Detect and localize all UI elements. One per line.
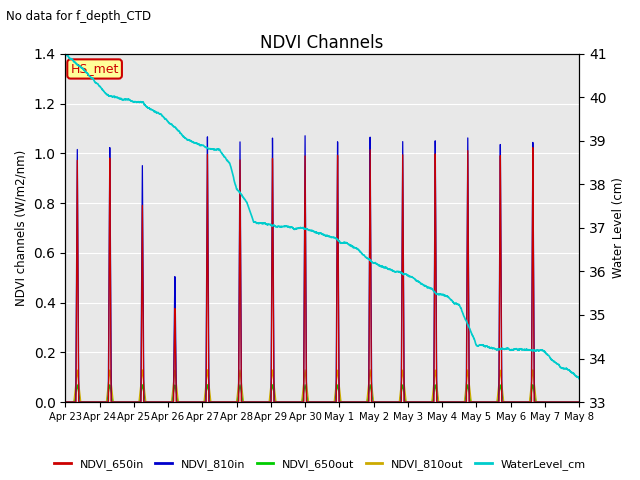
Y-axis label: NDVI channels (W/m2/nm): NDVI channels (W/m2/nm): [15, 150, 28, 306]
Text: No data for f_depth_CTD: No data for f_depth_CTD: [6, 10, 152, 23]
Title: NDVI Channels: NDVI Channels: [260, 34, 384, 52]
Y-axis label: Water Level (cm): Water Level (cm): [612, 178, 625, 278]
Text: HS_met: HS_met: [70, 62, 119, 75]
Legend: NDVI_650in, NDVI_810in, NDVI_650out, NDVI_810out, WaterLevel_cm: NDVI_650in, NDVI_810in, NDVI_650out, NDV…: [50, 455, 590, 474]
